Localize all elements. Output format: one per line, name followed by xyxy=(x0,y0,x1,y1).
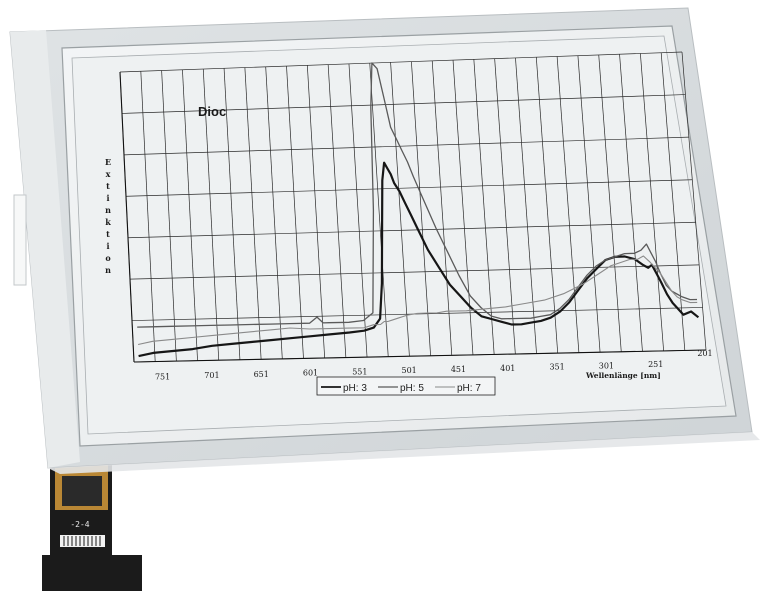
grid-line-vertical xyxy=(140,71,156,362)
grid-line-horizontal xyxy=(121,94,686,114)
series-line-ph-5 xyxy=(137,62,698,328)
grid-line-vertical xyxy=(619,54,643,352)
grid-line-vertical xyxy=(306,65,326,359)
x-axis-line xyxy=(133,349,707,363)
grid-line-vertical xyxy=(598,54,622,352)
chart-series xyxy=(137,62,700,358)
x-tick-label: 501 xyxy=(402,366,417,375)
grid-line-horizontal xyxy=(131,307,703,321)
x-tick-label: 251 xyxy=(648,360,663,369)
grid-line-vertical xyxy=(161,70,177,362)
grid-line-vertical xyxy=(327,64,347,358)
y-axis-line xyxy=(119,71,135,363)
x-tick-label: 401 xyxy=(500,364,515,373)
grid-line-horizontal xyxy=(123,136,689,156)
grid-line-vertical xyxy=(286,66,304,359)
panel-shadow xyxy=(48,432,760,474)
chart-axes xyxy=(119,71,707,363)
legend-box xyxy=(316,376,496,396)
x-tick-labels: 751 701 651 601 551 501 451 401 351 301 251 201 xyxy=(155,349,713,382)
grid-line-horizontal xyxy=(129,264,700,280)
x-tick-label: 751 xyxy=(155,372,170,381)
grid-line-horizontal xyxy=(127,221,696,239)
x-tick-label: 301 xyxy=(599,361,614,370)
grid-line-vertical xyxy=(640,53,664,351)
grid-line-vertical xyxy=(244,67,262,360)
grid-line-horizontal xyxy=(125,179,693,197)
grid-line-vertical xyxy=(660,52,686,351)
grid-line-vertical xyxy=(515,57,537,354)
panel-clip xyxy=(13,194,27,286)
grid-line-vertical xyxy=(494,58,516,355)
grid-line-vertical xyxy=(348,63,368,358)
flex-cable-label: -2-4 xyxy=(70,520,89,529)
grid-line-vertical xyxy=(535,57,559,354)
grid-line-vertical xyxy=(556,56,580,353)
x-tick-label: 701 xyxy=(204,371,219,380)
x-tick-label: 601 xyxy=(303,369,318,378)
grid-line-vertical xyxy=(223,68,241,360)
grid-line-vertical xyxy=(411,61,431,356)
panel-edge-strip xyxy=(10,30,80,468)
flex-connector-pads xyxy=(60,535,105,547)
grid-line-vertical xyxy=(390,62,410,357)
x-tick-label: 351 xyxy=(549,363,564,372)
x-tick-label: 551 xyxy=(352,367,367,376)
x-tick-label: 451 xyxy=(451,365,466,374)
legend-label-ph3: pH: 3 xyxy=(343,383,367,394)
series-line-ph-7 xyxy=(137,255,698,346)
grid-line-vertical xyxy=(577,55,601,353)
x-tick-label: 201 xyxy=(697,349,712,358)
display-active-area xyxy=(71,35,727,435)
x-tick-label: 651 xyxy=(254,370,269,379)
chart-title: Dioc xyxy=(198,104,226,119)
grid-line-vertical xyxy=(681,51,707,351)
grid-line-vertical xyxy=(473,59,495,355)
chart-legend: pH: 3 pH: 5 pH: 7 xyxy=(316,376,496,396)
grid-line-horizontal xyxy=(119,51,683,73)
spectrum-chart xyxy=(119,51,707,363)
grid-line-vertical xyxy=(182,69,198,361)
grid-line-vertical xyxy=(369,63,389,357)
series-line-ph-3 xyxy=(138,161,700,358)
x-axis-label: Wellenlänge [nm] xyxy=(585,371,661,380)
grid-line-vertical xyxy=(265,66,283,359)
legend-label-ph5: pH: 5 xyxy=(400,383,424,394)
legend-label-ph7: pH: 7 xyxy=(457,383,481,394)
flex-cable: -2-4 xyxy=(42,455,142,591)
grid-line-vertical xyxy=(202,69,220,361)
grid-line-vertical xyxy=(431,60,453,356)
